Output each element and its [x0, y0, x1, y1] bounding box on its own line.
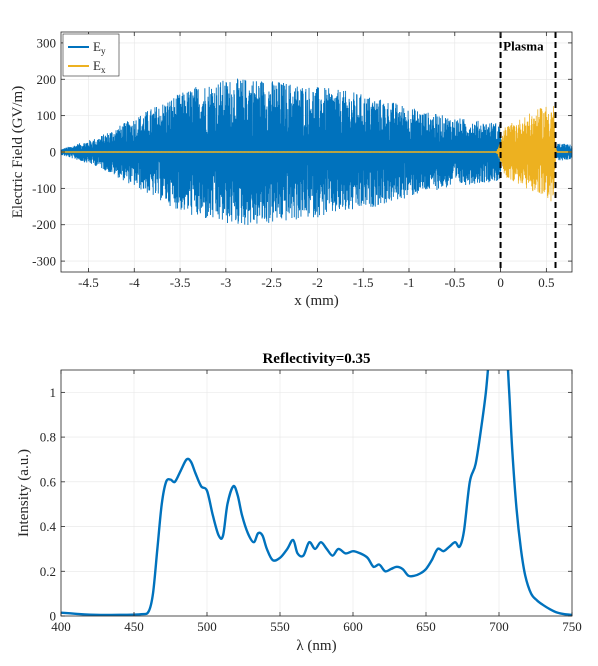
panel2-ticks: 400 450 500 550 600 650 700 750 0 0.2 0.4 0.6 0.8 1: [40, 370, 582, 634]
p2-xtick-label: 600: [343, 619, 363, 634]
panel1-series: [60, 78, 573, 225]
p1-xtick-label: -1.5: [353, 275, 374, 290]
p2-xtick-label: 500: [197, 619, 217, 634]
p2-ytick-label: 0.6: [40, 474, 57, 489]
p1-ytick-label: 200: [37, 72, 57, 87]
p2-xtick-label: 750: [562, 619, 582, 634]
panel1-xlabel: x (mm): [294, 293, 339, 309]
p2-ytick-label: 0: [50, 609, 57, 624]
p1-ytick-label: -300: [32, 254, 56, 269]
p2-ytick-label: 0.2: [40, 564, 56, 579]
plasma-annotation: Plasma: [503, 39, 544, 54]
p1-xtick-label: -3.5: [170, 275, 191, 290]
p1-ytick-label: 0: [50, 145, 57, 160]
legend-entry-ex-sub: x: [101, 65, 106, 75]
panel1-boundaries: [499, 32, 557, 272]
p1-xtick-label: 0.5: [538, 275, 554, 290]
series-ey-line: [60, 78, 573, 225]
legend-entry-ex: Ex: [93, 58, 106, 75]
p1-ytick-label: 300: [37, 35, 57, 50]
p2-xtick-label: 700: [489, 619, 509, 634]
p1-ytick-label: 100: [37, 108, 57, 123]
spectrum-line: [61, 370, 572, 616]
p1-xtick-label: 0: [497, 275, 504, 290]
electric-field-panel: -4.5 -4 -3.5 -3 -2.5 -2 -1.5 -1 -0.5 0 0.5 -300 -200…: [10, 31, 573, 309]
p2-ytick-label: 0.4: [40, 519, 57, 534]
p2-xtick-label: 650: [416, 619, 436, 634]
p1-ytick-label: -200: [32, 217, 56, 232]
p1-xtick-label: -4.5: [78, 275, 99, 290]
spectrum-panel: 400 450 500 550 600 650 700 750 0 0.2 0.4 0.6 0.8 1 R…: [16, 351, 582, 654]
p2-xtick-label: 450: [124, 619, 144, 634]
p2-ytick-label: 1: [50, 385, 57, 400]
legend-entry-ey-sub: y: [101, 46, 106, 56]
legend-entry-ey-name: E: [93, 39, 101, 54]
p1-xtick-label: -2.5: [261, 275, 282, 290]
panel2-ylabel: Intensity (a.u.): [16, 449, 32, 537]
p1-xtick-label: -3: [220, 275, 231, 290]
panel2-axes-box: [60, 369, 573, 617]
panel2-series: [61, 370, 572, 616]
legend-entry-ex-name: E: [93, 58, 101, 73]
panel1-legend: Ey Ex: [62, 33, 120, 77]
p1-xtick-label: -2: [312, 275, 323, 290]
p1-xtick-label: -4: [129, 275, 140, 290]
panel1-ylabel: Electric Field (GV/m): [10, 86, 26, 218]
p2-ytick-label: 0.8: [40, 430, 56, 445]
p1-ytick-label: -100: [32, 181, 56, 196]
panel2-grid: [60, 370, 573, 617]
p1-xtick-label: -1: [404, 275, 415, 290]
panel2-xlabel: λ (nm): [296, 638, 336, 654]
legend-entry-ey: Ey: [93, 39, 106, 56]
p2-xtick-label: 400: [51, 619, 71, 634]
panel2-title: Reflectivity=0.35: [262, 351, 370, 367]
p2-xtick-label: 550: [270, 619, 290, 634]
legend-box: [62, 33, 120, 77]
panel1-ticks: -4.5 -4 -3.5 -3 -2.5 -2 -1.5 -1 -0.5 0 0.5 -300 -200…: [32, 32, 572, 290]
p1-xtick-label: -0.5: [444, 275, 465, 290]
